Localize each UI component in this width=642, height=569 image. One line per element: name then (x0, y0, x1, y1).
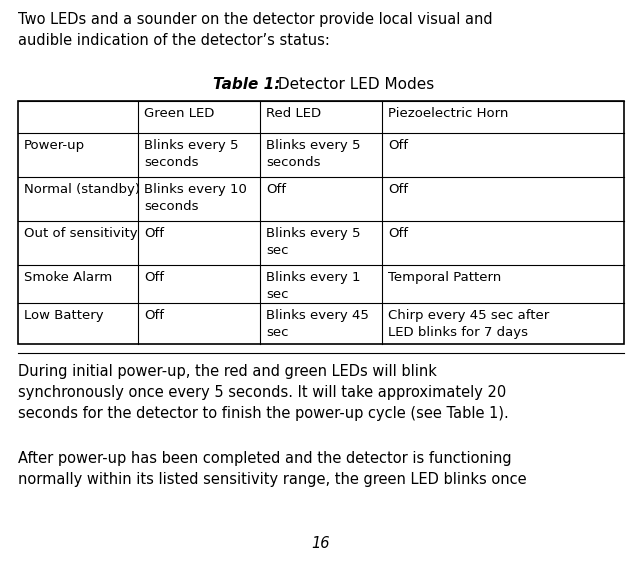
Text: Off: Off (266, 183, 286, 196)
Text: Temporal Pattern: Temporal Pattern (388, 271, 501, 284)
Text: 16: 16 (312, 536, 330, 551)
Text: During initial power-up, the red and green LEDs will blink
synchronously once ev: During initial power-up, the red and gre… (18, 364, 508, 421)
Text: Chirp every 45 sec after
LED blinks for 7 days: Chirp every 45 sec after LED blinks for … (388, 309, 550, 339)
Text: Off: Off (144, 227, 164, 240)
Text: Blinks every 5
seconds: Blinks every 5 seconds (266, 139, 361, 168)
Text: Blinks every 5
seconds: Blinks every 5 seconds (144, 139, 238, 168)
Text: Off: Off (388, 183, 408, 196)
Text: Off: Off (144, 309, 164, 322)
Text: Power-up: Power-up (24, 139, 85, 152)
Text: Off: Off (388, 227, 408, 240)
Text: Off: Off (144, 271, 164, 284)
Text: Blinks every 1
sec: Blinks every 1 sec (266, 271, 361, 300)
Text: Normal (standby): Normal (standby) (24, 183, 140, 196)
Text: Smoke Alarm: Smoke Alarm (24, 271, 112, 284)
Text: Blinks every 45
sec: Blinks every 45 sec (266, 309, 369, 339)
Text: Piezoelectric Horn: Piezoelectric Horn (388, 107, 508, 120)
Text: Detector LED Modes: Detector LED Modes (273, 77, 434, 92)
Text: Low Battery: Low Battery (24, 309, 103, 322)
Text: Table 1:: Table 1: (213, 77, 281, 92)
Text: Blinks every 5
sec: Blinks every 5 sec (266, 227, 361, 257)
Text: Red LED: Red LED (266, 107, 321, 120)
Text: Out of sensitivity: Out of sensitivity (24, 227, 137, 240)
Text: Two LEDs and a sounder on the detector provide local visual and
audible indicati: Two LEDs and a sounder on the detector p… (18, 12, 492, 48)
Text: Green LED: Green LED (144, 107, 214, 120)
Bar (18, 101, 624, 344)
Text: Off: Off (388, 139, 408, 152)
Text: Blinks every 10
seconds: Blinks every 10 seconds (144, 183, 247, 212)
Text: After power-up has been completed and the detector is functioning
normally withi: After power-up has been completed and th… (18, 451, 526, 487)
